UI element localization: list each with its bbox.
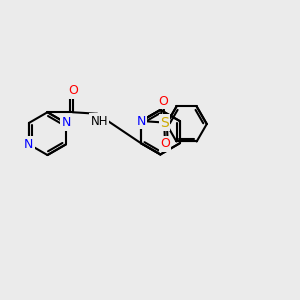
Text: N: N — [24, 138, 34, 151]
Text: N: N — [61, 116, 71, 130]
Text: O: O — [68, 84, 78, 98]
Text: O: O — [159, 94, 169, 108]
Text: O: O — [160, 137, 170, 150]
Text: S: S — [160, 116, 169, 130]
Text: NH: NH — [90, 115, 108, 128]
Text: N: N — [136, 115, 146, 128]
